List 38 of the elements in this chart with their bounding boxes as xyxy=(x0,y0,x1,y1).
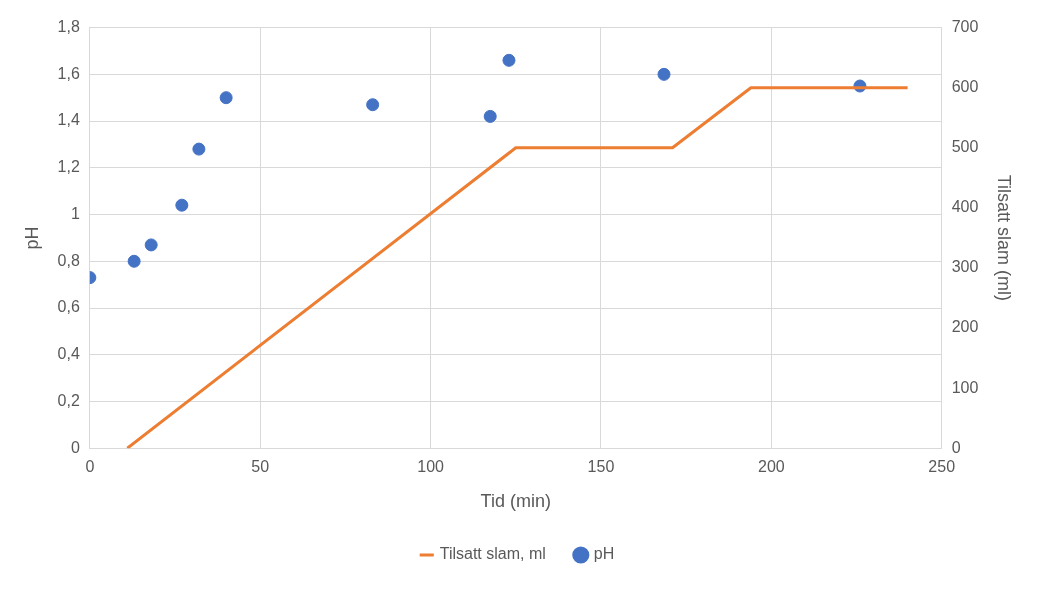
y-tick-label: 0 xyxy=(70,438,80,456)
x-tick-label: 250 xyxy=(928,458,956,476)
y2-axis-title: Tilsatt slam (ml) xyxy=(994,174,1015,302)
y2-tick-label: 400 xyxy=(951,198,979,216)
point xyxy=(219,91,233,105)
y-tick-label: 1,4 xyxy=(57,111,80,129)
y2-tick-label: 700 xyxy=(951,18,979,36)
point xyxy=(502,53,516,67)
y-tick-label: 1,6 xyxy=(57,64,80,82)
y2-tick-label: 300 xyxy=(951,258,979,276)
legend-label: Tilsatt slam, ml xyxy=(439,545,546,563)
y2-tick-label: 500 xyxy=(951,138,979,156)
point xyxy=(127,254,141,268)
point xyxy=(175,198,189,212)
y-axis-title: pH xyxy=(21,226,42,250)
point xyxy=(657,67,671,81)
x-tick-label: 50 xyxy=(251,458,270,476)
y-tick-label: 0,6 xyxy=(57,298,80,316)
y-tick-label: 1,2 xyxy=(57,158,80,176)
y2-tick-label: 0 xyxy=(951,438,961,456)
y2-tick-label: 100 xyxy=(951,378,979,396)
point xyxy=(144,238,158,252)
y-tick-label: 0,2 xyxy=(57,391,80,409)
legend-label: pH xyxy=(593,545,615,563)
x-tick-label: 200 xyxy=(757,458,785,476)
y-tick-label: 0,8 xyxy=(57,251,80,269)
y2-tick-label: 600 xyxy=(951,78,979,96)
x-tick-label: 150 xyxy=(587,458,615,476)
y-tick-label: 1 xyxy=(70,204,80,222)
x-tick-label: 0 xyxy=(85,458,95,476)
point xyxy=(366,98,380,112)
point xyxy=(483,109,497,123)
y-tick-label: 0,4 xyxy=(57,345,80,363)
x-tick-label: 100 xyxy=(417,458,445,476)
point xyxy=(192,142,206,156)
y2-tick-label: 200 xyxy=(951,318,979,336)
x-axis-title: Tid (min) xyxy=(480,491,551,512)
y-tick-label: 1,8 xyxy=(57,18,80,36)
